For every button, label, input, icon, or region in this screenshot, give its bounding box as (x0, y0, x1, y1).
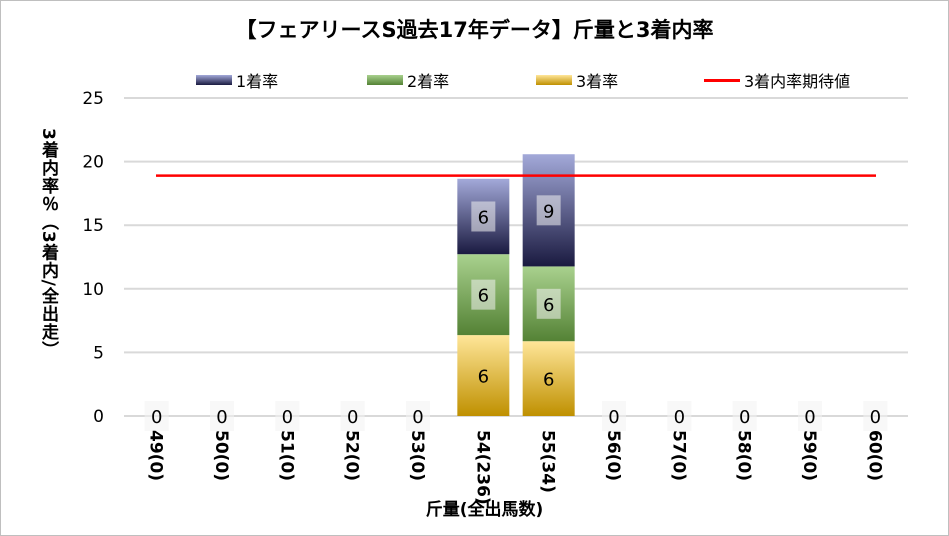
x-tick-label: 57(0) (668, 430, 688, 481)
y-tick-label: 10 (82, 280, 104, 300)
x-tick-label: 54(236) (472, 430, 492, 505)
data-label-bg (602, 401, 626, 431)
data-label: 6 (478, 367, 489, 388)
data-label-bg (667, 401, 692, 431)
data-label: 0 (739, 407, 750, 428)
legend: 1着率 2着率 3着率 3着内率期待値 (0, 68, 949, 92)
x-tick-label: 50(0) (211, 430, 231, 481)
chart-title: 【フェアリースS過去17年データ】斤量と3着内率 (235, 18, 714, 42)
data-label: 0 (282, 407, 293, 428)
legend-item-2nd: 2着率 (367, 68, 449, 92)
data-label: 0 (216, 407, 227, 428)
data-label-bg (144, 401, 169, 431)
data-label: 6 (478, 207, 489, 228)
y-tick-label: 0 (93, 407, 104, 427)
legend-item-1st: 1着率 (196, 68, 278, 92)
data-label: 0 (151, 407, 162, 428)
data-label: 0 (412, 407, 423, 428)
legend-label-3rd: 3着率 (576, 72, 619, 91)
data-label-bg (275, 401, 300, 431)
x-tick-label: 58(0) (734, 430, 754, 481)
x-tick-label: 52(0) (342, 430, 362, 481)
data-label-bg (863, 401, 888, 431)
data-label: 6 (543, 295, 554, 316)
data-label-bg (210, 401, 234, 431)
y-tick-label: 20 (82, 153, 104, 173)
data-label-bg (406, 401, 430, 431)
legend-swatch-2nd (367, 75, 403, 85)
legend-swatch-1st (196, 75, 232, 85)
data-label: 0 (674, 407, 685, 428)
legend-label-1st: 1着率 (236, 72, 279, 91)
data-label-bg (536, 195, 561, 226)
data-label-bg (798, 401, 822, 431)
data-label: 0 (804, 407, 815, 428)
legend-item-expected: 3着内率期待値 (704, 68, 850, 92)
x-tick-label: 55(34) (538, 430, 558, 493)
data-label: 6 (478, 286, 489, 307)
y-tick-label: 25 (82, 89, 104, 109)
x-axis-title: 斤量(全出馬数) (425, 500, 544, 520)
legend-swatch-expected (704, 78, 740, 82)
data-label: 0 (347, 407, 358, 428)
x-tick-label: 53(0) (407, 430, 427, 481)
data-label-bg (536, 288, 561, 319)
x-tick-label: 49(0) (146, 430, 166, 481)
data-label: 0 (870, 407, 881, 428)
x-tick-label: 60(0) (864, 430, 884, 481)
data-label: 6 (543, 370, 554, 391)
data-label: 9 (543, 201, 554, 222)
x-tick-label: 51(0) (276, 430, 296, 481)
y-tick-label: 5 (93, 343, 104, 363)
x-tick-label: 59(0) (799, 430, 819, 481)
bar-3着率 (522, 341, 575, 416)
data-label-bg (732, 401, 757, 431)
x-tick-label: 56(0) (603, 430, 623, 481)
legend-swatch-3rd (536, 75, 572, 85)
legend-label-expected: 3着内率期待値 (744, 72, 851, 91)
legend-label-2nd: 2着率 (407, 72, 450, 91)
legend-item-3rd: 3着率 (536, 68, 618, 92)
data-label-bg (340, 401, 365, 431)
bar-3着率 (457, 335, 510, 416)
data-label-bg (471, 279, 496, 310)
data-label-bg (471, 201, 496, 232)
y-axis-title: 3着内率％（3着内/全出走） (38, 128, 58, 359)
y-tick-label: 15 (82, 216, 104, 236)
data-label: 0 (608, 407, 619, 428)
